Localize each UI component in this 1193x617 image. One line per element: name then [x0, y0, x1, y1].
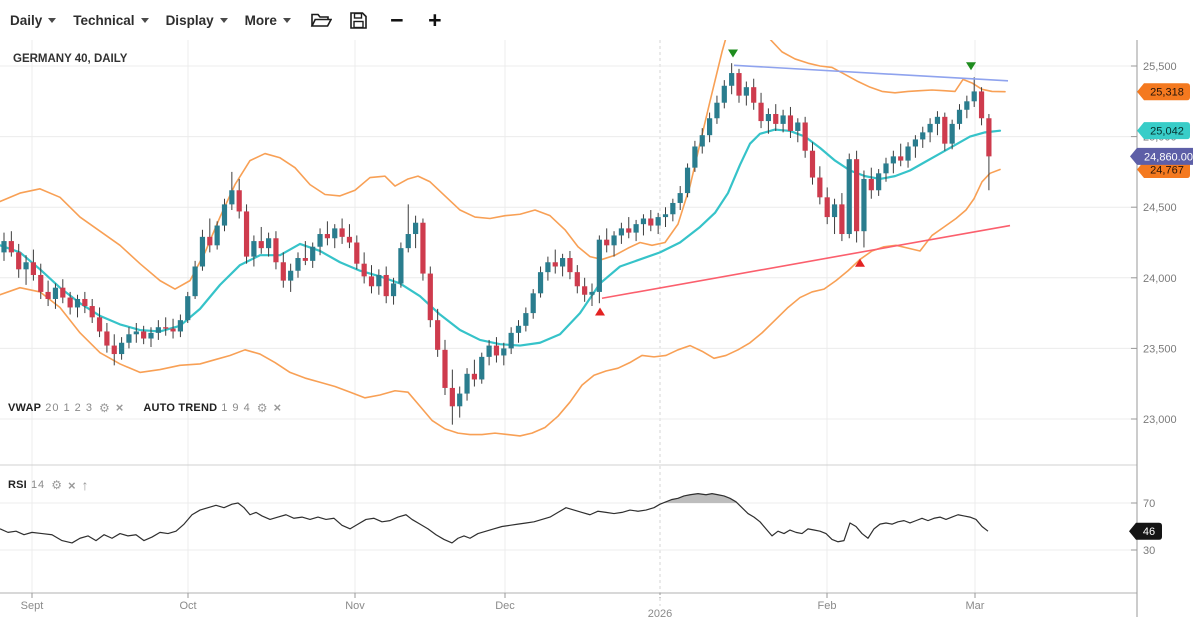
rsi-pane[interactable] [0, 493, 989, 544]
zoom-in-label: + [428, 7, 442, 33]
signal-marker-down [966, 62, 976, 71]
y-axis-label: 23,500 [1143, 343, 1177, 355]
save-icon[interactable] [346, 7, 372, 33]
autotrend-label: AUTO TREND [143, 401, 218, 414]
folder-open-icon[interactable] [308, 7, 334, 33]
price-badge [1137, 122, 1190, 140]
trendline-1[interactable] [601, 224, 1011, 300]
signal-marker-down [728, 49, 738, 58]
gear-icon[interactable]: ⚙ [51, 478, 62, 492]
gear-icon[interactable]: ⚙ [98, 400, 110, 415]
rsi-label: RSI [8, 479, 27, 491]
x-axis-label: Oct [179, 600, 196, 612]
price-badge-text: 25,042 [1150, 126, 1184, 138]
price-badge-text: 24,860.00 [1144, 151, 1193, 163]
chevron-down-icon [219, 17, 228, 23]
menu-technical-label: Technical [73, 12, 135, 28]
menu-display-label: Display [165, 12, 214, 28]
x-axis-label: 2026 [648, 608, 672, 617]
vwap-params: 20 1 2 3 [45, 401, 93, 414]
price-badge-text: 46 [1143, 526, 1155, 538]
y-axis-label: 23,000 [1143, 414, 1177, 426]
chart-title: GERMANY 40, DAILY [13, 53, 128, 65]
zoom-out-button[interactable]: − [384, 7, 410, 33]
rsi-legend-row: RSI 14 ⚙ × ↑ [8, 477, 95, 493]
menu-technical[interactable]: Technical [73, 12, 149, 28]
chevron-down-icon [48, 17, 57, 23]
trendline-0[interactable] [733, 64, 1009, 82]
x-axis-label: Nov [345, 600, 365, 612]
price-badge [1137, 83, 1190, 101]
price-badge-text: 25,318 [1150, 87, 1184, 99]
price-badge [1137, 160, 1190, 178]
axes: SeptOctNovDec2026FebMar25,50025,00024,50… [0, 40, 1177, 617]
zoom-out-label: − [390, 7, 404, 33]
menu-daily-label: Daily [10, 12, 43, 28]
x-axis-label: Feb [818, 600, 837, 612]
y-axis-label: 24,000 [1143, 273, 1177, 285]
rsi-line [0, 493, 989, 544]
price-badge [1130, 147, 1193, 165]
close-icon[interactable]: × [273, 400, 282, 415]
move-pane-up-icon[interactable]: ↑ [81, 477, 89, 493]
autotrend-params: 1 9 4 [221, 401, 251, 414]
gear-icon[interactable]: ⚙ [256, 400, 268, 415]
close-icon[interactable]: × [67, 477, 76, 493]
candles [1, 63, 992, 425]
rsi-axis-label: 70 [1143, 498, 1155, 510]
price-badge-text: 24,767 [1150, 164, 1184, 176]
menu-more[interactable]: More [245, 13, 291, 28]
price-pane[interactable] [0, 10, 1011, 437]
signal-marker-up [855, 258, 865, 267]
rsi-overbought-fill [0, 493, 988, 503]
bollinger-upper-band [0, 40, 1006, 290]
x-axis-label: Mar [966, 600, 985, 612]
gridlines [0, 40, 1137, 606]
menu-display[interactable]: Display [166, 13, 228, 28]
y-axis-label: 24,500 [1143, 202, 1177, 214]
menu-more-label: More [244, 12, 277, 28]
vwap-legend-row: VWAP 20 1 2 3 ⚙ × AUTO TREND 1 9 4 ⚙ × [8, 400, 287, 415]
bollinger-lower-band [0, 168, 1001, 437]
y-axis-label: 25,500 [1143, 61, 1177, 73]
rsi-axis-label: 30 [1143, 545, 1155, 557]
vwap-label: VWAP [8, 401, 42, 414]
rsi-params: 14 [30, 479, 46, 491]
x-axis-label: Sept [21, 600, 44, 612]
chevron-down-icon [282, 17, 291, 23]
zoom-in-button[interactable]: + [422, 7, 448, 33]
chevron-down-icon [140, 17, 149, 23]
x-axis-label: Dec [495, 600, 515, 612]
price-badge [1129, 522, 1162, 540]
signal-marker-up [595, 307, 605, 316]
menu-daily[interactable]: Daily [10, 12, 57, 28]
toolbar: Daily Technical Display More − + [0, 0, 1193, 40]
close-icon[interactable]: × [115, 400, 124, 415]
